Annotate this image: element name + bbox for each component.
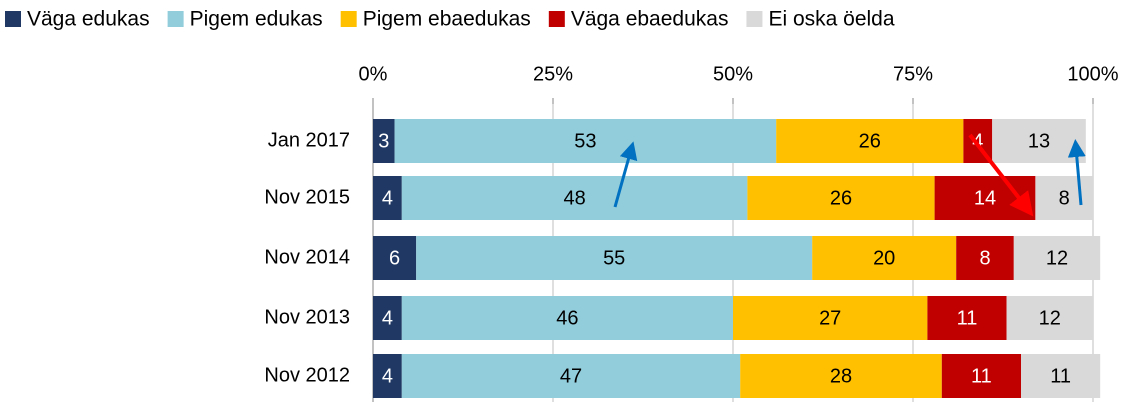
- y-tick-label: Nov 2013: [264, 306, 350, 328]
- data-label: 4: [382, 187, 393, 209]
- data-label: 4: [382, 365, 393, 387]
- legend-swatch: [746, 11, 763, 27]
- bar-segment: [401, 354, 741, 398]
- bar-segment: [956, 236, 1014, 280]
- bar-segment: [401, 296, 733, 340]
- data-label: 8: [979, 247, 990, 269]
- bar-segment: [373, 236, 417, 280]
- legend-swatch: [340, 11, 357, 27]
- data-label: 14: [974, 187, 996, 209]
- data-label: 28: [830, 365, 852, 387]
- bar-segment: [373, 354, 402, 398]
- y-tick-label: Jan 2017: [268, 129, 350, 151]
- legend-swatch: [167, 11, 184, 27]
- arrow: [968, 133, 1034, 217]
- data-label: 8: [1059, 187, 1070, 209]
- legend-label: Väga edukas: [27, 8, 150, 31]
- data-label: 6: [389, 247, 400, 269]
- data-label: 27: [819, 307, 841, 329]
- data-label: 3: [378, 130, 389, 152]
- data-label: 47: [560, 365, 582, 387]
- data-label: 11: [1050, 365, 1071, 387]
- bar-segment: [1013, 236, 1101, 280]
- bar-segment: [740, 354, 942, 398]
- data-label: 13: [1028, 130, 1050, 152]
- legend-swatch: [5, 11, 21, 27]
- legend: Väga edukas Pigem edukas Pigem ebaedukas Vä…: [5, 8, 895, 31]
- x-tick-label: 100%: [1067, 63, 1118, 85]
- bar-segment: [776, 119, 964, 163]
- arrow: [613, 141, 638, 208]
- bar-segment: [927, 296, 1007, 340]
- bar-segment: [416, 236, 813, 280]
- data-label: 12: [1046, 247, 1068, 269]
- legend-label: Pigem ebaedukas: [363, 8, 531, 31]
- bar-segment: [812, 236, 957, 280]
- bar-segment: [401, 176, 748, 220]
- bar-segment: [394, 119, 777, 163]
- data-label: 20: [873, 247, 895, 269]
- y-tick-label: Nov 2014: [264, 246, 350, 268]
- data-label: 48: [563, 187, 585, 209]
- y-tick-label: Nov 2012: [264, 364, 350, 386]
- annotations: [613, 133, 1086, 217]
- legend-label: Pigem edukas: [190, 8, 323, 31]
- bar-segment: [747, 176, 935, 220]
- bar-segment: [1035, 176, 1093, 220]
- data-label: 26: [830, 187, 852, 209]
- arrow: [1067, 139, 1086, 206]
- x-tick-label: 0%: [359, 63, 388, 85]
- data-label: 55: [603, 247, 625, 269]
- data-label: 11: [971, 365, 992, 387]
- x-tick-label: 50%: [713, 63, 753, 85]
- data-label: 4: [972, 130, 983, 152]
- bar-segment: [733, 296, 928, 340]
- bar-segment: [1006, 296, 1093, 340]
- bar-segment: [373, 119, 395, 163]
- data-label: 26: [859, 130, 881, 152]
- data-label: 53: [574, 130, 596, 152]
- legend-swatch: [548, 11, 565, 27]
- bar-segment: [373, 296, 402, 340]
- data-label: 4: [382, 307, 393, 329]
- data-label: 11: [957, 307, 978, 329]
- data-label: 12: [1039, 307, 1061, 329]
- bar-segment: [941, 354, 1021, 398]
- legend-label: Ei oska öelda: [768, 8, 894, 31]
- legend-label: Väga ebaedukas: [571, 8, 729, 31]
- x-tick-label: 75%: [893, 63, 933, 85]
- plot: 0% 25% 50% 75% 100% Jan 2017 3 53 26 4 13 Nov 2015 4…: [264, 63, 1119, 402]
- data-label: 46: [556, 307, 578, 329]
- y-tick-label: Nov 2015: [264, 186, 350, 208]
- x-tick-label: 25%: [533, 63, 573, 85]
- bar-segment: [373, 176, 402, 220]
- bar-segment: [1021, 354, 1101, 398]
